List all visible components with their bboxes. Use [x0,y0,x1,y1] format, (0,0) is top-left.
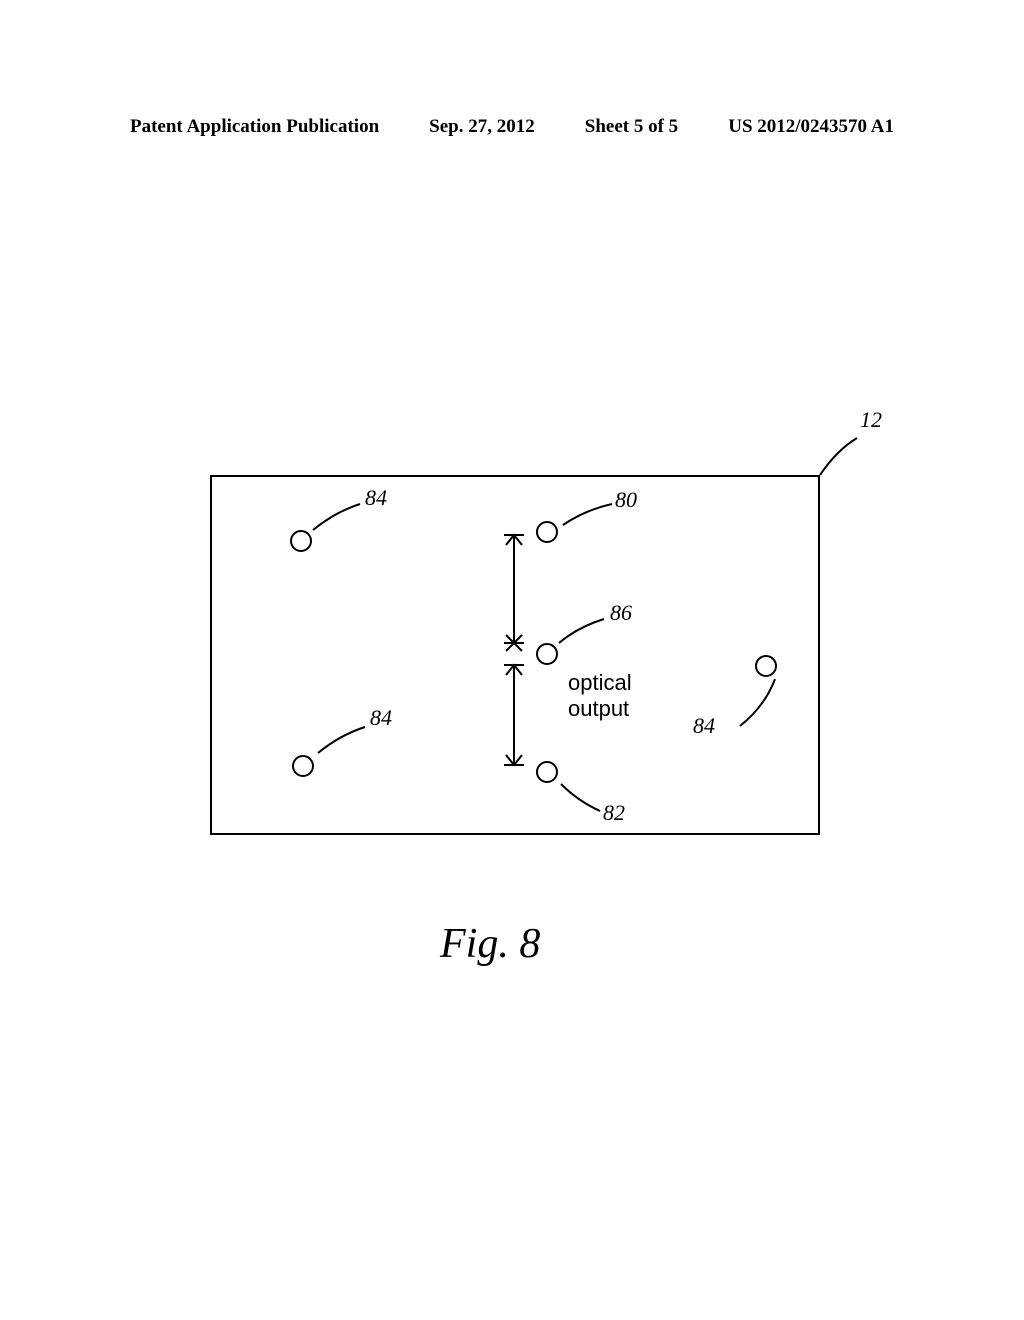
sheet-info: Sheet 5 of 5 [585,116,678,138]
label-86: 86 [610,600,632,626]
leader-86 [556,615,611,647]
label-82: 82 [603,800,625,826]
circle-84-topleft [290,530,312,552]
leader-82 [558,781,608,816]
circle-84-right [755,655,777,677]
publication-type: Patent Application Publication [130,116,379,138]
arrow-80-86 [494,523,534,655]
circle-80 [536,521,558,543]
figure-8: 12 80 86 82 84 84 84 optical output [180,445,840,855]
leader-12 [817,430,867,480]
label-84-r: 84 [693,713,715,739]
leader-84-tl [310,500,365,535]
label-84-tl: 84 [365,485,387,511]
label-84-bl: 84 [370,705,392,731]
circle-86 [536,643,558,665]
page-header: Patent Application Publication Sep. 27, … [0,116,1024,138]
arrow-86-82 [494,655,534,775]
label-80: 80 [615,487,637,513]
optical-output-text: optical output [568,670,632,723]
circle-82 [536,761,558,783]
figure-caption: Fig. 8 [440,920,540,968]
circle-84-bottomleft [292,755,314,777]
label-12: 12 [860,407,882,433]
publication-date: Sep. 27, 2012 [429,116,535,138]
publication-number: US 2012/0243570 A1 [728,116,894,138]
leader-80 [560,500,620,530]
leader-84-r [735,676,780,731]
leader-84-bl [315,723,370,758]
